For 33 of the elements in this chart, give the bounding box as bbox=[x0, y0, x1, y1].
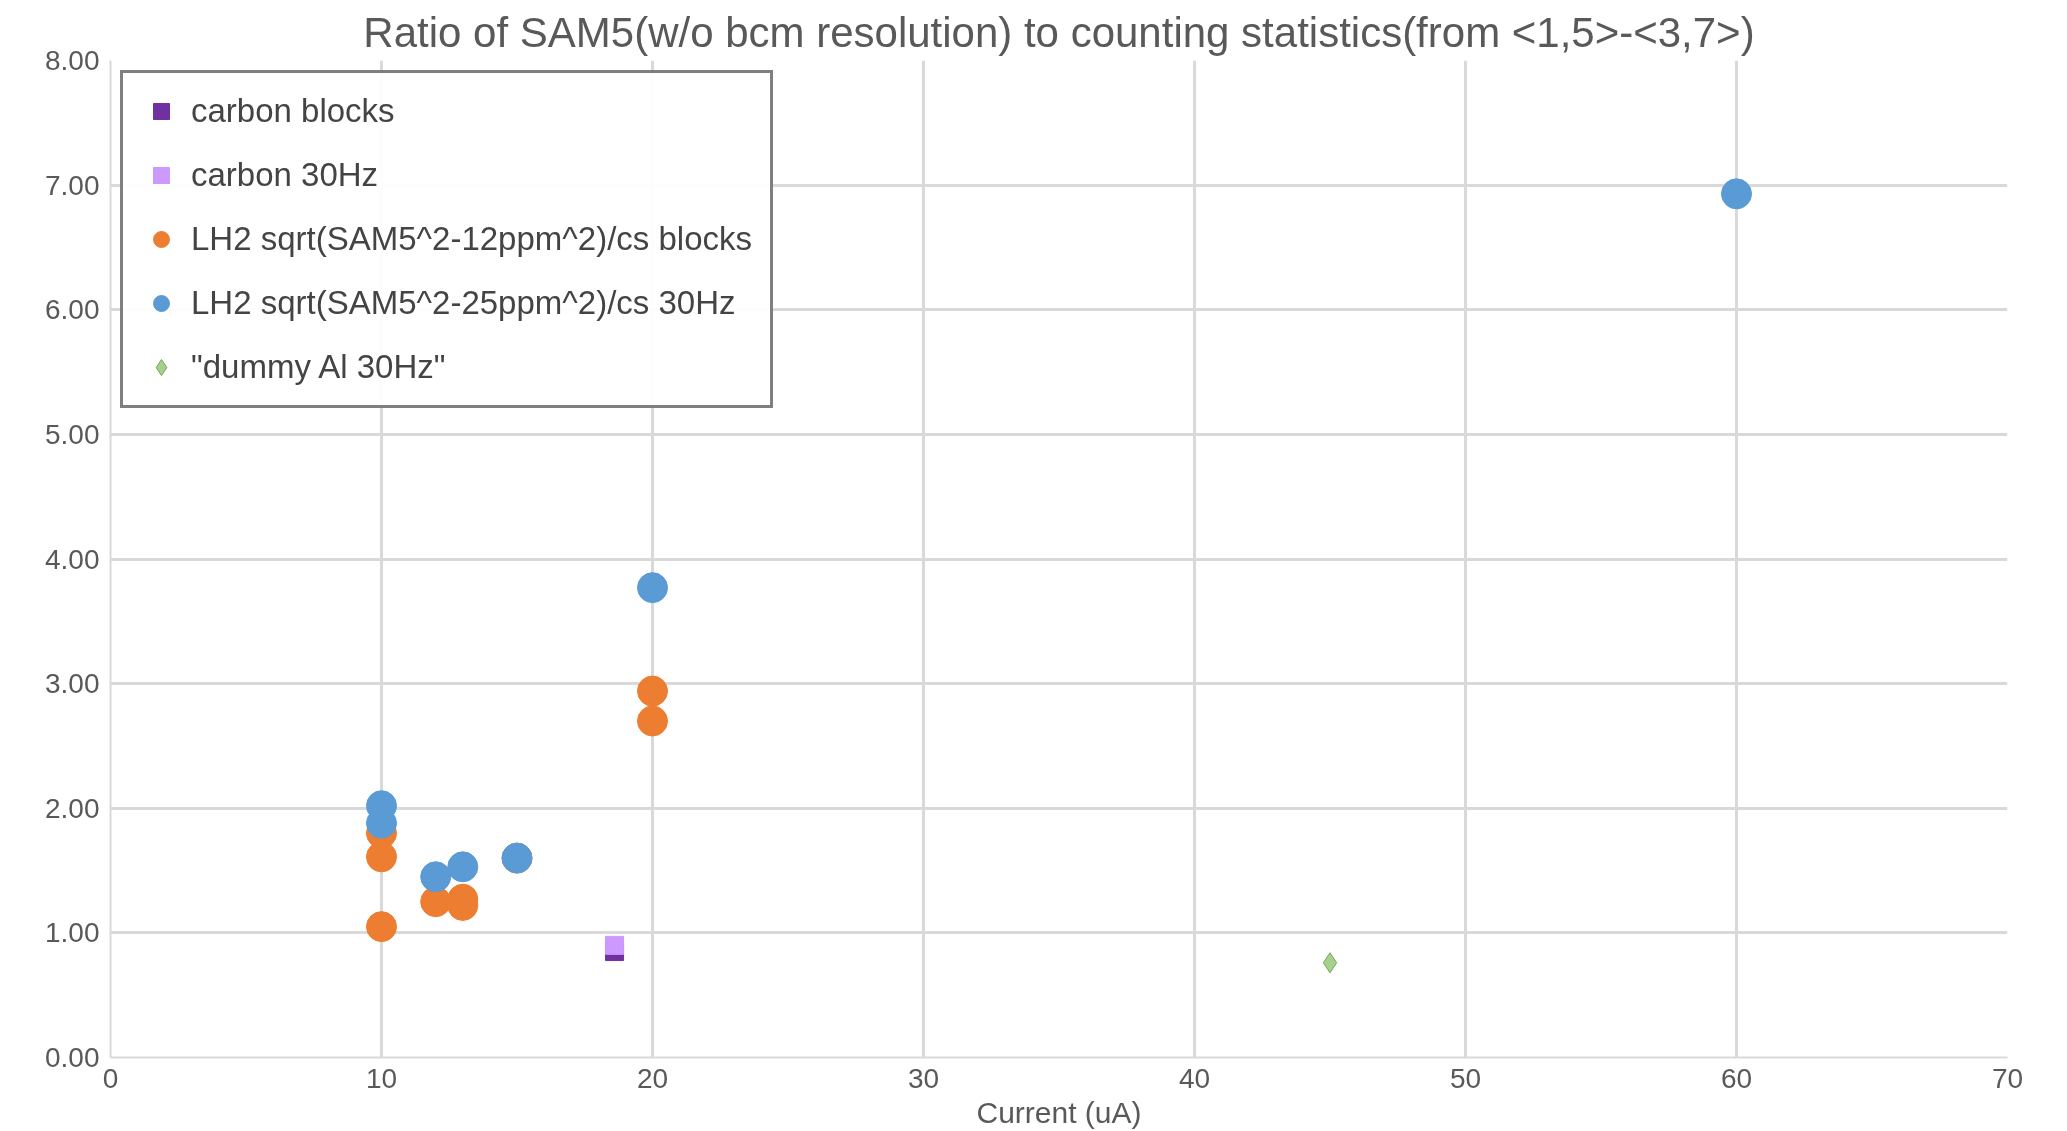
point bbox=[1322, 952, 1338, 974]
legend-label: LH2 sqrt(SAM5^2-25ppm^2)/cs 30Hz bbox=[191, 284, 736, 322]
legend-label: carbon 30Hz bbox=[191, 156, 379, 194]
x-tick-label: 60 bbox=[1720, 1062, 1753, 1094]
legend-label: "dummy Al 30Hz" bbox=[191, 348, 446, 386]
legend-label: carbon blocks bbox=[191, 92, 395, 130]
y-tick-label: 6.00 bbox=[45, 294, 100, 326]
y-tick-label: 2.00 bbox=[45, 792, 100, 824]
point bbox=[420, 861, 452, 893]
y-tick-label: 1.00 bbox=[45, 917, 100, 949]
y-tick-label: 0.00 bbox=[45, 1042, 100, 1073]
point bbox=[637, 675, 668, 707]
x-tick-label: 10 bbox=[365, 1062, 398, 1094]
point bbox=[637, 705, 668, 737]
x-tick-label: 20 bbox=[636, 1062, 669, 1094]
y-tick-label: 4.00 bbox=[45, 543, 100, 575]
legend-label: LH2 sqrt(SAM5^2-12ppm^2)/cs blocks bbox=[191, 220, 752, 258]
point bbox=[1721, 178, 1752, 210]
y-tick-label: 7.00 bbox=[45, 169, 100, 201]
x-tick-label: 70 bbox=[1991, 1062, 2024, 1094]
x-tick-label: 50 bbox=[1449, 1062, 1482, 1094]
y-tick-label: 5.00 bbox=[45, 418, 100, 450]
y-tick-label: 3.00 bbox=[45, 668, 100, 700]
y-tick-label: 8.00 bbox=[45, 45, 100, 76]
x-tick-label: 0 bbox=[102, 1062, 119, 1094]
point bbox=[366, 911, 397, 943]
chart-title: Ratio of SAM5(w/o bcm resolution) to counting statistics(from <1,5>-<3,7>) bbox=[363, 8, 1755, 56]
x-tick-label: 30 bbox=[907, 1062, 940, 1094]
point bbox=[605, 935, 625, 955]
x-tick-label: 40 bbox=[1178, 1062, 1211, 1094]
x-axis-title: Current (uA) bbox=[976, 1095, 1142, 1129]
point bbox=[447, 851, 479, 883]
point bbox=[637, 572, 668, 604]
